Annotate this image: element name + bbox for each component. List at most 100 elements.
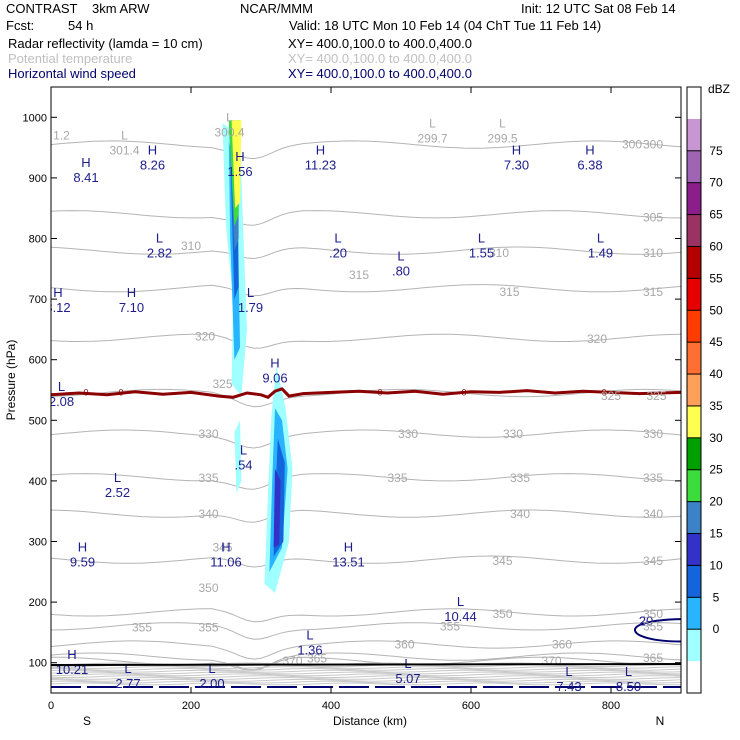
extremum-marker: L [121, 129, 128, 143]
colorbar-tick-label: 30 [709, 431, 723, 445]
colorbar-swatch [687, 310, 701, 343]
extremum-value: 1.56 [227, 164, 252, 179]
theta-label: 315 [499, 285, 519, 299]
colorbar-swatch [687, 533, 701, 566]
freezing-level-label: 0 [83, 387, 88, 397]
ground-line [50, 663, 682, 666]
theta-label: 310 [489, 246, 509, 260]
theta-contour-line [51, 667, 681, 671]
colorbar-tick-label: 15 [709, 527, 723, 541]
theta-label: 365 [307, 651, 327, 665]
theta-label: 325 [601, 389, 621, 403]
field-theta-xy: XY= 400.0,100.0 to 400.0,400.0 [288, 51, 472, 66]
extremum-marker: H [270, 355, 279, 370]
colorbar-swatch [687, 437, 701, 470]
colorbar-frame [686, 86, 702, 694]
extremum-value: 299.5 [487, 131, 517, 145]
extremum-marker: L [625, 664, 632, 679]
extremum-marker: H [316, 143, 325, 158]
extremum-marker: L [156, 231, 163, 246]
extremum-value: 7.10 [119, 300, 144, 315]
colorbar-swatch [687, 629, 701, 662]
theta-contour-line [51, 673, 681, 677]
colorbar-tick-label: 65 [709, 208, 723, 222]
theta-label: 350 [198, 581, 218, 595]
colorbar-swatch [687, 661, 701, 693]
extremum-value: 6.38 [577, 158, 602, 173]
extremum-value: 11.23 [305, 158, 337, 173]
y-tick-label: 200 [29, 597, 47, 609]
y-tick-label: 700 [29, 294, 47, 306]
extremum-marker: H [78, 540, 87, 555]
extremum-marker: H [221, 540, 230, 555]
field-wind: Horizontal wind speed [8, 66, 136, 81]
theta-label: 335 [643, 471, 663, 485]
colorbar-swatch [687, 565, 701, 598]
extremum-value: 301.4 [109, 144, 139, 158]
extremum-marker: H [148, 143, 157, 158]
wind-contours: 20 [51, 613, 681, 688]
extremum-marker: L [478, 231, 485, 246]
theta-label: 330 [643, 427, 663, 441]
forecast-label: Fcst: [6, 18, 35, 33]
y-tick-label: 1000 [23, 112, 47, 124]
extremum-value: 2.52 [105, 485, 130, 500]
colorbar-tick-label: 40 [709, 367, 723, 381]
colorbar-tick-label: 20 [709, 495, 723, 509]
theta-label: 300 [622, 138, 642, 152]
colorbar-swatch [687, 342, 701, 375]
extremum-value: 1.2 [53, 128, 70, 142]
colorbar-unit: dBZ [708, 82, 730, 96]
theta-label: 360 [394, 638, 414, 652]
theta-contour-line [51, 555, 681, 568]
freezing-level-line [51, 387, 681, 400]
extremum-value: 2.77 [115, 676, 140, 691]
colorbar-swatch [687, 405, 701, 438]
extremum-value: 300.4 [214, 125, 244, 139]
field-wind-xy: XY= 400.0,100.0 to 400.0,400.0 [288, 66, 472, 81]
colorbar-tick-label: 75 [709, 144, 723, 158]
theta-label: 335 [387, 471, 407, 485]
extremum-value: 11.06 [210, 555, 242, 570]
theta-label: 325 [646, 389, 666, 403]
extremum-value: .20 [329, 246, 347, 261]
theta-label: 335 [510, 471, 530, 485]
extremum-marker: H [235, 149, 244, 164]
colorbar-tick-label: 0 [713, 622, 720, 636]
extremum-marker: L [58, 379, 65, 394]
theta-label: 325 [212, 377, 232, 391]
theta-label: 350 [643, 607, 663, 621]
colorbar-tick-label: 70 [709, 176, 723, 190]
theta-contour-line [51, 246, 681, 260]
theta-label: 340 [198, 507, 218, 521]
theta-contour-line [51, 140, 681, 160]
extremum-value: 7.30 [504, 158, 529, 173]
colorbar-tick-label: 35 [709, 399, 723, 413]
extremum-marker: L [597, 231, 604, 246]
colorbar-tick-label: 50 [709, 303, 723, 317]
x-axis-label: Distance (km) [333, 714, 407, 728]
theta-contour-line [51, 652, 681, 671]
field-reflectivity-xy: XY= 400.0,100.0 to 400.0,400.0 [288, 36, 472, 51]
theta-label: 365 [643, 651, 663, 665]
extremum-value: 8.50 [616, 679, 641, 694]
south-label: S [83, 714, 91, 728]
theta-label: 355 [643, 619, 663, 633]
theta-label: 360 [552, 638, 572, 652]
colorbar-swatch [687, 469, 701, 502]
extremum-marker: H [127, 285, 136, 300]
north-label: N [656, 714, 665, 728]
colorbar-swatch [687, 597, 701, 630]
extremum-value: 1.49 [588, 246, 613, 261]
extremum-marker: L [429, 116, 436, 130]
theta-label: 350 [492, 607, 512, 621]
project-label: CONTRAST [6, 1, 78, 16]
theta-contour-line [51, 509, 681, 523]
theta-label: 355 [440, 619, 460, 633]
extremum-marker: H [512, 143, 521, 158]
extremum-marker: L [240, 443, 247, 458]
valid-label: Valid: 18 UTC Mon 10 Feb 14 (04 ChT Tue … [289, 18, 602, 33]
freezing-level-label: 0 [461, 387, 466, 397]
